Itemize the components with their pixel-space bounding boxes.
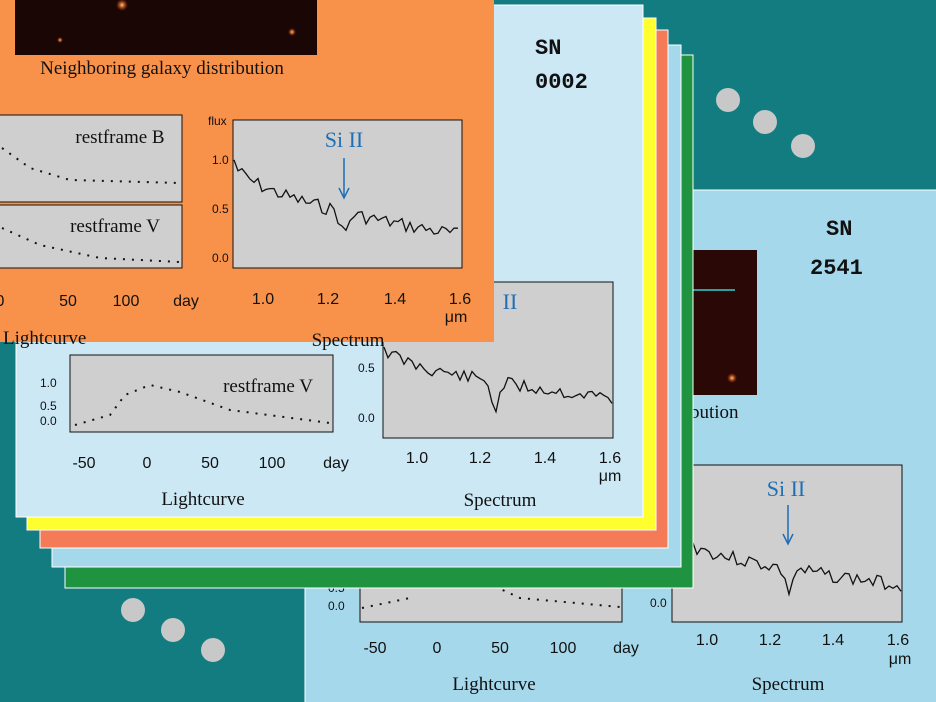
- plot-label: Spectrum: [752, 674, 825, 695]
- y-tick-label: 0.0: [358, 411, 375, 425]
- x-tick-label: 1.4: [822, 632, 844, 649]
- plot-label: Lightcurve: [452, 674, 535, 695]
- card-title: SN: [826, 217, 852, 242]
- y-tick-label: 0.5: [212, 202, 229, 216]
- x-tick-label: 0: [0, 293, 5, 310]
- y-tick-label: 0.0: [40, 414, 57, 428]
- x-tick-label: 1.6: [599, 450, 621, 467]
- line-annotation: Si II: [325, 127, 364, 152]
- caption: bution: [690, 402, 739, 423]
- x-tick-label: day: [173, 293, 199, 310]
- top-card: Neighboring galaxy distribution restfram…: [0, 0, 494, 351]
- lightcurve-plot: [69, 354, 334, 433]
- spectrum-trace: [233, 159, 459, 235]
- x-tick-label: -50: [363, 640, 386, 657]
- card-title: 0002: [535, 70, 588, 95]
- plot-label: Lightcurve: [161, 489, 244, 510]
- lightcurve-plot: [0, 114, 183, 203]
- plot-label: Spectrum: [312, 330, 385, 351]
- x-tick-label: 1.2: [317, 291, 339, 308]
- y-tick-label: 0.5: [40, 399, 57, 413]
- x-tick-label: 1.2: [469, 450, 491, 467]
- plot-label: Lightcurve: [3, 328, 86, 349]
- y-tick-label: 1.0: [212, 153, 229, 167]
- axis-label: flux: [208, 114, 227, 128]
- plot-annotation: restframe B: [75, 127, 164, 148]
- x-tick-label: 100: [259, 455, 286, 472]
- card-title: SN: [535, 36, 561, 61]
- x-tick-label: 1.0: [696, 632, 718, 649]
- x-tick-label: 50: [201, 455, 219, 472]
- unit-label: μm: [445, 309, 468, 326]
- x-tick-label: day: [613, 640, 639, 657]
- x-tick-label: 1.4: [384, 291, 406, 308]
- ellipsis-dots: [121, 88, 815, 662]
- x-tick-label: 1.2: [759, 632, 781, 649]
- spectrum-trace: [383, 346, 613, 414]
- x-tick-label: 100: [550, 640, 577, 657]
- y-tick-label: 0.0: [212, 251, 229, 265]
- x-tick-label: 1.0: [406, 450, 428, 467]
- plot-annotation: restframe V: [70, 216, 160, 237]
- x-tick-label: day: [323, 455, 349, 472]
- plot-label: Spectrum: [464, 490, 537, 511]
- x-tick-label: 50: [491, 640, 509, 657]
- x-tick-label: 1.6: [449, 291, 471, 308]
- x-tick-label: 1.6: [887, 632, 909, 649]
- caption: Neighboring galaxy distribution: [40, 58, 284, 79]
- spectrum-plot: [232, 119, 463, 269]
- x-tick-label: 1.0: [252, 291, 274, 308]
- x-tick-label: 0: [433, 640, 442, 657]
- lightcurve-plot: [0, 204, 183, 269]
- x-tick-label: 50: [59, 293, 77, 310]
- plot-annotation: restframe V: [223, 376, 313, 397]
- y-tick-label: 1.0: [40, 376, 57, 390]
- galaxy-image: [690, 250, 757, 395]
- y-tick-label: 0.0: [650, 596, 667, 610]
- spectrum-trace: [672, 527, 902, 597]
- line-annotation: Si II: [767, 476, 806, 501]
- x-tick-label: 1.4: [534, 450, 556, 467]
- unit-label: μm: [599, 468, 622, 485]
- line-annotation: II: [503, 289, 518, 314]
- unit-label: μm: [889, 651, 912, 668]
- x-tick-label: 100: [113, 293, 140, 310]
- y-tick-label: 0.0: [328, 599, 345, 613]
- card-title: 2541: [810, 256, 863, 281]
- y-tick-label: 0.5: [358, 361, 375, 375]
- x-tick-label: 0: [143, 455, 152, 472]
- x-tick-label: -50: [72, 455, 95, 472]
- galaxy-image: [15, 0, 317, 55]
